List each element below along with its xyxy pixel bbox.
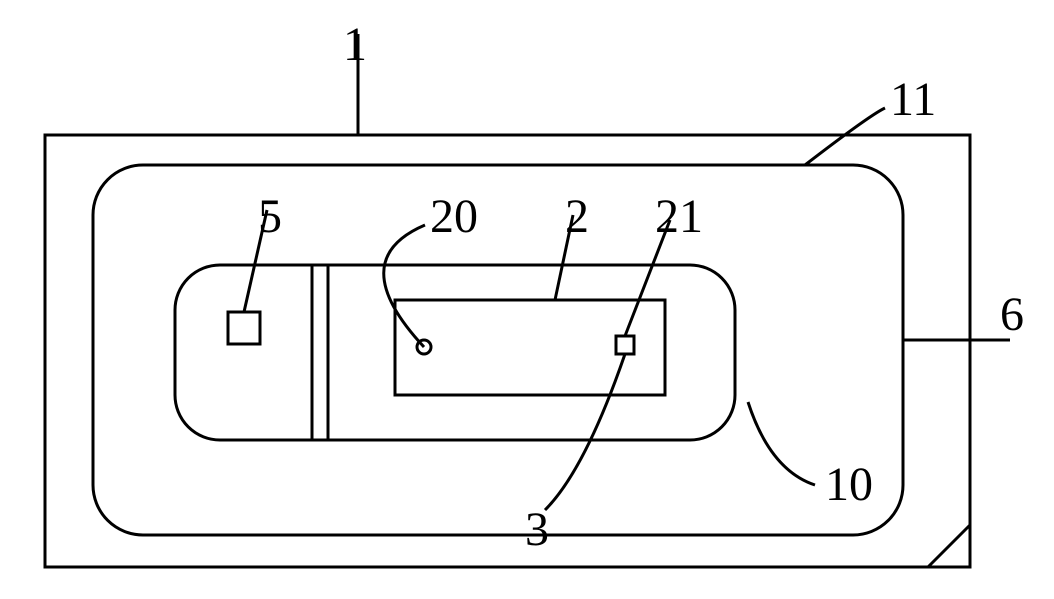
label-2: 2 — [565, 190, 589, 243]
small-square-21 — [616, 336, 634, 354]
label-10: 10 — [825, 458, 873, 511]
label-1: 1 — [343, 18, 367, 71]
leader-20 — [384, 225, 425, 347]
rounded-outer — [93, 165, 903, 535]
label-11: 11 — [890, 73, 936, 126]
label-20: 20 — [430, 190, 478, 243]
label-3: 3 — [525, 503, 549, 556]
leader-3 — [545, 354, 625, 510]
label-5: 5 — [258, 190, 282, 243]
small-square-5 — [228, 312, 260, 344]
leader-10 — [748, 402, 815, 485]
chamfer-line — [928, 525, 970, 567]
label-21: 21 — [655, 190, 703, 243]
inner-rect — [395, 300, 665, 395]
label-6: 6 — [1000, 288, 1024, 341]
rounded-inner — [175, 265, 735, 440]
technical-diagram: 1 11 6 5 20 2 21 10 3 — [0, 0, 1054, 599]
